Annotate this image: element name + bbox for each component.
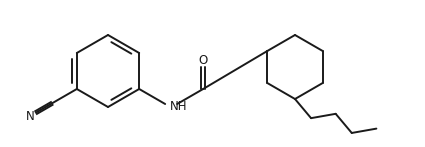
Text: NH: NH [170,100,188,112]
Text: O: O [198,54,208,66]
Text: N: N [26,110,34,122]
